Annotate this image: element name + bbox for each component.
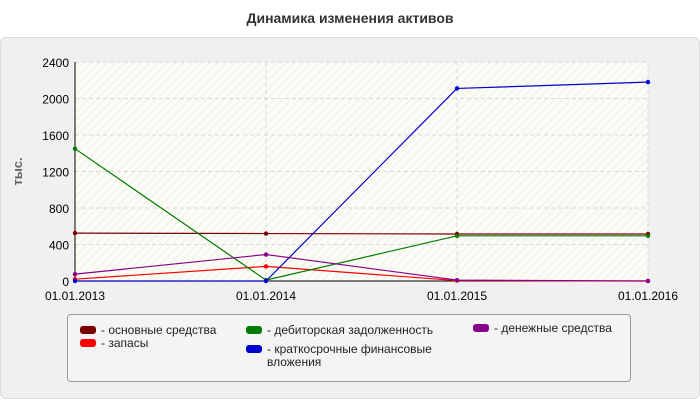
data-point-1-1 [263,264,269,269]
legend-item-receivables: дебиторская задолженность [246,324,433,337]
legend-item-fixed-assets: основные средства [80,324,216,337]
legend-swatch [80,339,96,347]
x-tick-label: 01.01.2015 [427,289,487,303]
data-point-3-1 [263,278,269,284]
data-point-4-2 [454,277,460,283]
y-tick-label: 2000 [42,93,69,107]
y-tick-label: 0 [62,275,69,289]
y-tick-label: 2400 [42,56,69,70]
legend-swatch [473,324,489,332]
series-line-0 [74,232,648,235]
data-point-2-0 [72,146,78,151]
legend-item-inventory: запасы [80,337,148,350]
legend-swatch [80,326,96,334]
x-tick-label: 01.01.2016 [618,289,678,303]
y-tick-label: 1600 [42,129,69,143]
y-tick-label: 400 [49,239,69,253]
data-point-2-2 [454,233,460,239]
legend-item-cash: денежные средства [473,322,612,335]
data-point-4-1 [263,252,269,257]
data-point-0-1 [263,231,269,236]
chart-title: Динамика изменения активов [246,10,454,26]
y-tick-label: 800 [49,202,69,216]
series-line-3 [75,81,649,282]
data-point-3-0 [72,278,78,284]
legend-label: денежные средства [494,322,612,335]
y-tick-label: 1200 [42,166,69,180]
series-line-4 [74,253,649,282]
legend-label: дебиторская задолженность [267,324,433,337]
x-tick-label: 01.01.2014 [236,289,296,303]
legend-label: запасы [101,337,148,350]
data-point-4-3 [645,278,651,284]
data-point-3-2 [454,86,460,91]
legend-swatch [246,345,262,353]
data-point-3-3 [645,79,651,85]
data-point-0-0 [72,230,78,236]
legend-swatch [246,326,262,334]
x-tick-label: 01.01.2013 [45,289,105,303]
data-point-2-3 [645,233,651,239]
y-axis-title: тыс. [10,157,25,185]
legend-label: краткосрочные финансовые вложения [267,343,466,369]
legend-item-short-term-investments: краткосрочные финансовые вложения [246,343,466,369]
chart-legend: основные средства запасы дебиторская зад… [67,314,631,382]
series-line-2 [74,148,648,281]
data-point-4-0 [72,271,78,277]
legend-label: основные средства [101,324,216,337]
